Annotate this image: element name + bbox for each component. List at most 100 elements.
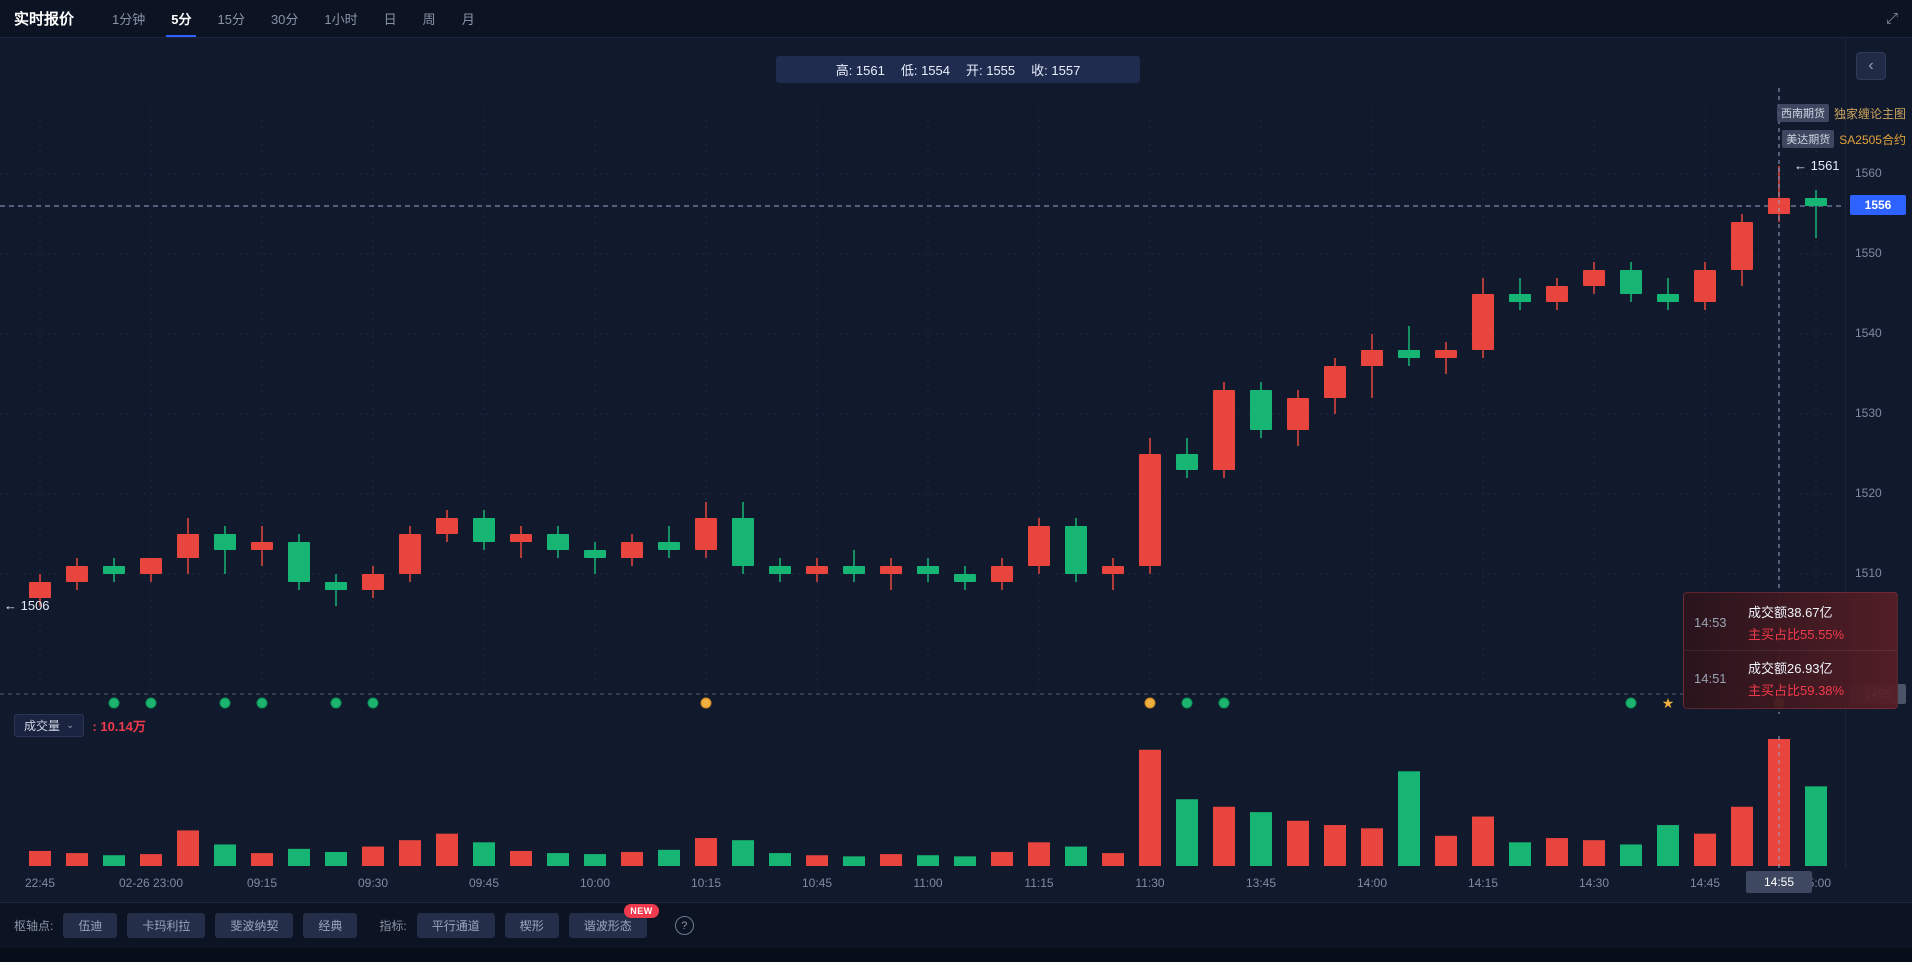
- volume-bar[interactable]: [695, 838, 717, 866]
- volume-bar[interactable]: [732, 840, 754, 866]
- candle-body[interactable]: [584, 550, 606, 558]
- volume-bar[interactable]: [584, 854, 606, 866]
- volume-bar[interactable]: [1731, 806, 1753, 866]
- candle-body[interactable]: [177, 534, 199, 558]
- candle-body[interactable]: [1509, 294, 1531, 302]
- candle-body[interactable]: [1583, 270, 1605, 286]
- volume-bar[interactable]: [436, 833, 458, 866]
- volume-bar[interactable]: [1805, 786, 1827, 866]
- toolbar-button-卡玛利拉[interactable]: 卡玛利拉: [127, 913, 206, 938]
- candle-body[interactable]: [1028, 526, 1050, 566]
- volume-bar[interactable]: [399, 840, 421, 866]
- candle-body[interactable]: [1287, 398, 1309, 430]
- candle-body[interactable]: [1065, 526, 1087, 574]
- candle-body[interactable]: [103, 566, 125, 574]
- fullscreen-icon[interactable]: ⤢: [1885, 10, 1898, 27]
- tab-5分[interactable]: 5分: [166, 0, 197, 37]
- candle-body[interactable]: [1324, 366, 1346, 398]
- volume-bar[interactable]: [547, 853, 569, 866]
- candle-body[interactable]: [510, 534, 532, 542]
- volume-bar[interactable]: [1213, 806, 1235, 866]
- volume-bar[interactable]: [473, 842, 495, 866]
- candle-body[interactable]: [695, 518, 717, 550]
- candle-body[interactable]: [843, 566, 865, 574]
- candle-body[interactable]: [547, 534, 569, 550]
- volume-bar[interactable]: [1361, 828, 1383, 866]
- candle-body[interactable]: [1731, 222, 1753, 270]
- candle-body[interactable]: [1361, 350, 1383, 366]
- volume-chart[interactable]: [0, 736, 1845, 868]
- volume-bar[interactable]: [1694, 833, 1716, 866]
- candle-body[interactable]: [66, 566, 88, 582]
- candle-body[interactable]: [1472, 294, 1494, 350]
- volume-bar[interactable]: [658, 849, 680, 866]
- candle-body[interactable]: [954, 574, 976, 582]
- tab-月[interactable]: 月: [461, 12, 475, 27]
- candle-body[interactable]: [658, 542, 680, 550]
- candle-body[interactable]: [288, 542, 310, 582]
- candle-body[interactable]: [1768, 198, 1790, 214]
- volume-bar[interactable]: [769, 853, 791, 866]
- tab-日[interactable]: 日: [383, 12, 397, 27]
- candlestick-chart[interactable]: ★ ← 1561 ← 1506: [0, 38, 1845, 714]
- candle-body[interactable]: [1620, 270, 1642, 294]
- candle-body[interactable]: [29, 582, 51, 598]
- candle-body[interactable]: [399, 534, 421, 574]
- volume-bar[interactable]: [325, 851, 347, 866]
- candle-body[interactable]: [1176, 454, 1198, 470]
- candle-body[interactable]: [251, 542, 273, 550]
- volume-bar[interactable]: [1620, 844, 1642, 866]
- volume-bar[interactable]: [251, 853, 273, 866]
- toolbar-button-伍迪[interactable]: 伍迪: [63, 913, 118, 938]
- time-axis[interactable]: 22:45 02-26 23:00 09:15 09:30 09:45 10:00 10:1…: [0, 868, 1845, 900]
- volume-bar[interactable]: [1657, 825, 1679, 866]
- volume-bar[interactable]: [29, 850, 51, 866]
- candle-body[interactable]: [473, 518, 495, 542]
- volume-bar[interactable]: [510, 850, 532, 866]
- candle-body[interactable]: [1250, 390, 1272, 430]
- volume-indicator-dropdown[interactable]: 成交量 ⌄: [14, 714, 85, 737]
- candle-body[interactable]: [1805, 198, 1827, 206]
- volume-bar[interactable]: [954, 856, 976, 866]
- volume-bar[interactable]: [1028, 842, 1050, 866]
- volume-bar[interactable]: [214, 844, 236, 866]
- candle-body[interactable]: [325, 582, 347, 590]
- tab-15分[interactable]: 15分: [217, 12, 245, 27]
- volume-bar[interactable]: [1324, 825, 1346, 866]
- volume-bar[interactable]: [66, 853, 88, 866]
- volume-bar[interactable]: [991, 851, 1013, 866]
- volume-bar[interactable]: [140, 854, 162, 866]
- candle-body[interactable]: [1398, 350, 1420, 358]
- candle-body[interactable]: [436, 518, 458, 534]
- volume-bar[interactable]: [288, 848, 310, 866]
- help-icon[interactable]: ?: [674, 916, 694, 935]
- candle-body[interactable]: [991, 566, 1013, 582]
- candle-body[interactable]: [917, 566, 939, 574]
- candle-body[interactable]: [806, 566, 828, 574]
- volume-bar[interactable]: [362, 846, 384, 866]
- candle-body[interactable]: [1657, 294, 1679, 302]
- volume-bar[interactable]: [177, 830, 199, 866]
- candle-body[interactable]: [1102, 566, 1124, 574]
- tab-周[interactable]: 周: [422, 12, 436, 27]
- volume-bar[interactable]: [1250, 812, 1272, 866]
- tab-30分[interactable]: 30分: [270, 12, 299, 27]
- volume-bar[interactable]: [1509, 842, 1531, 866]
- toolbar-button-谐波形态[interactable]: 谐波形态 NEW: [568, 904, 659, 938]
- candle-body[interactable]: [1139, 454, 1161, 566]
- collapse-panel-button[interactable]: ‹: [1856, 52, 1886, 80]
- volume-bar[interactable]: [806, 855, 828, 866]
- candle-body[interactable]: [140, 558, 162, 574]
- volume-bar[interactable]: [843, 856, 865, 866]
- volume-bar[interactable]: [1102, 853, 1124, 866]
- tab-1小时[interactable]: 1小时: [324, 12, 358, 27]
- volume-bar[interactable]: [917, 855, 939, 866]
- tab-1分钟[interactable]: 1分钟: [112, 12, 146, 27]
- candle-body[interactable]: [1213, 390, 1235, 470]
- toolbar-button-楔形[interactable]: 楔形: [504, 913, 559, 938]
- volume-bar[interactable]: [1287, 820, 1309, 866]
- candle-body[interactable]: [769, 566, 791, 574]
- volume-bar[interactable]: [1398, 771, 1420, 866]
- candle-body[interactable]: [1546, 286, 1568, 302]
- candle-body[interactable]: [880, 566, 902, 574]
